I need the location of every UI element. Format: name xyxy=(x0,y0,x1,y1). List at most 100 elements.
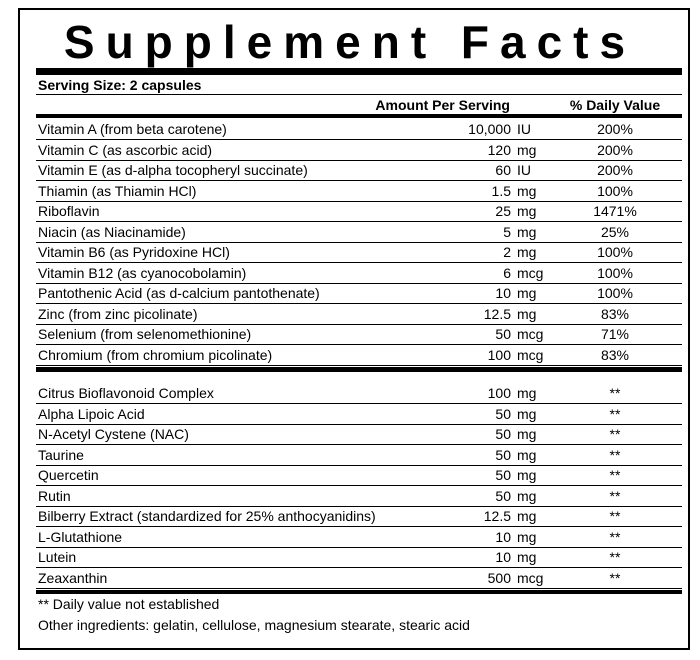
amount: 500 xyxy=(487,569,511,586)
rule xyxy=(36,94,682,95)
nutrient-row: Vitamin B6 (as Pyridoxine HCl) 2 mg 100% xyxy=(36,242,682,263)
daily-value: ** xyxy=(609,508,621,524)
amount: 50 xyxy=(495,426,511,442)
nutrient-row: Quercetin 50 mg ** xyxy=(36,465,682,486)
daily-value: ** xyxy=(609,487,621,504)
nutrient-row: Vitamin E (as d-alpha tocopheryl succina… xyxy=(36,160,682,181)
amount: 12.5 xyxy=(483,305,511,322)
amount: 12.5 xyxy=(483,508,511,524)
unit: IU xyxy=(517,162,531,178)
daily-value: ** xyxy=(609,385,621,401)
nutrient-row: Rutin 50 mg ** xyxy=(36,486,682,507)
nutrient-name: Quercetin xyxy=(38,467,99,483)
unit: mg xyxy=(517,141,537,158)
amount: 6 xyxy=(503,264,511,281)
daily-value: 100% xyxy=(597,285,633,301)
nutrient-row: Bilberry Extract (standardized for 25% a… xyxy=(36,506,682,527)
nutrient-row: Thiamin (as Thiamin HCl) 1.5 mg 100% xyxy=(36,181,682,202)
daily-value: 71% xyxy=(600,326,630,342)
unit: mg xyxy=(517,385,537,401)
daily-value: 100% xyxy=(597,244,633,260)
amount: 10 xyxy=(495,528,511,545)
unit: mg xyxy=(517,182,537,199)
amount: 1.5 xyxy=(491,182,511,199)
amount: 50 xyxy=(495,446,511,463)
footnote: Other ingredients: gelatin, cellulose, m… xyxy=(38,617,470,633)
amount: 10 xyxy=(495,285,511,301)
nutrient-name: Alpha Lipoic Acid xyxy=(38,405,145,422)
nutrient-row: Alpha Lipoic Acid 50 mg ** xyxy=(36,404,682,425)
nutrient-name: Zinc (from zinc picolinate) xyxy=(38,305,198,322)
nutrient-name: Vitamin A (from beta carotene) xyxy=(38,121,227,137)
amount: 100 xyxy=(487,346,511,363)
unit: mcg xyxy=(517,326,544,342)
daily-value: 100% xyxy=(597,182,633,199)
rule xyxy=(36,68,682,75)
nutrient-row: Riboflavin 25 mg 1471% xyxy=(36,201,682,222)
nutrient-name: L-Glutathione xyxy=(38,528,123,545)
nutrient-row: L-Glutathione 10 mg ** xyxy=(36,527,682,548)
rule xyxy=(36,114,682,118)
amount-header: Amount Per Serving xyxy=(375,97,510,113)
amount: 100 xyxy=(487,385,511,401)
amount: 25 xyxy=(495,203,511,219)
nutrient-name: Vitamin B12 (as cyanocobolamin) xyxy=(38,264,247,281)
nutrient-row: Niacin (as Niacinamide) 5 mg 25% xyxy=(36,222,682,243)
rule xyxy=(36,590,682,594)
daily-value-header: % Daily Value xyxy=(569,97,661,113)
daily-value: ** xyxy=(609,528,621,545)
title: Supplement Facts xyxy=(63,16,637,68)
daily-value: ** xyxy=(609,569,621,586)
unit: mg xyxy=(517,223,537,240)
daily-value: 200% xyxy=(597,162,633,178)
nutrient-row: Chromium (from chromium picolinate) 100 mc… xyxy=(36,345,682,366)
daily-value: 25% xyxy=(600,223,630,240)
nutrient-row: Selenium (from selenomethionine) 50 mcg 71% xyxy=(36,324,682,345)
unit: mcg xyxy=(517,346,544,363)
nutrient-name: Lutein xyxy=(38,549,77,565)
unit: mg xyxy=(517,285,537,301)
nutrient-name: Zeaxanthin xyxy=(38,569,108,586)
nutrient-row: Zinc (from zinc picolinate) 12.5 mg 83% xyxy=(36,304,682,325)
rule xyxy=(36,367,682,372)
nutrient-row: Pantothenic Acid (as d-calcium pantothen… xyxy=(36,283,682,304)
nutrient-name: Selenium (from selenomethionine) xyxy=(38,326,252,342)
daily-value: 83% xyxy=(600,305,630,322)
unit: mcg xyxy=(517,264,544,281)
unit: mg xyxy=(517,426,537,442)
daily-value: 83% xyxy=(600,346,630,363)
unit: mg xyxy=(517,528,537,545)
nutrient-name: Rutin xyxy=(38,487,71,504)
amount: 50 xyxy=(495,405,511,422)
amount: 120 xyxy=(487,141,511,158)
amount: 60 xyxy=(495,162,511,178)
nutrient-name: Niacin (as Niacinamide) xyxy=(38,223,186,240)
amount: 50 xyxy=(495,487,511,504)
nutrient-row: Taurine 50 mg ** xyxy=(36,445,682,466)
nutrient-name: Vitamin B6 (as Pyridoxine HCl) xyxy=(38,244,230,260)
amount: 2 xyxy=(503,244,511,260)
nutrient-name: Pantothenic Acid (as d-calcium pantothen… xyxy=(38,285,320,301)
amount: 5 xyxy=(503,223,511,240)
daily-value: ** xyxy=(609,467,621,483)
nutrient-row: Vitamin A (from beta carotene) 10,000 IU 20… xyxy=(36,119,682,140)
nutrient-name: Vitamin C (as ascorbic acid) xyxy=(38,141,213,158)
nutrient-row: Vitamin C (as ascorbic acid) 120 mg 200% xyxy=(36,140,682,161)
nutrient-row: Vitamin B12 (as cyanocobolamin) 6 mcg 100% xyxy=(36,263,682,284)
amount: 10,000 xyxy=(468,121,511,137)
unit: mg xyxy=(517,446,537,463)
nutrient-row: Lutein 10 mg ** xyxy=(36,547,682,568)
unit: mg xyxy=(517,405,537,422)
nutrient-name: Riboflavin xyxy=(38,203,100,219)
nutrient-name: Chromium (from chromium picolinate) xyxy=(38,346,273,363)
nutrient-name: N-Acetyl Cystene (NAC) xyxy=(38,426,189,442)
unit: mg xyxy=(517,203,537,219)
footnote: ** Daily value not established xyxy=(38,596,220,612)
daily-value: 1471% xyxy=(593,203,637,219)
nutrient-name: Bilberry Extract (standardized for 25% a… xyxy=(38,508,376,524)
daily-value: 200% xyxy=(597,121,633,137)
unit: mg xyxy=(517,244,537,260)
amount: 50 xyxy=(495,467,511,483)
unit: mg xyxy=(517,487,537,504)
